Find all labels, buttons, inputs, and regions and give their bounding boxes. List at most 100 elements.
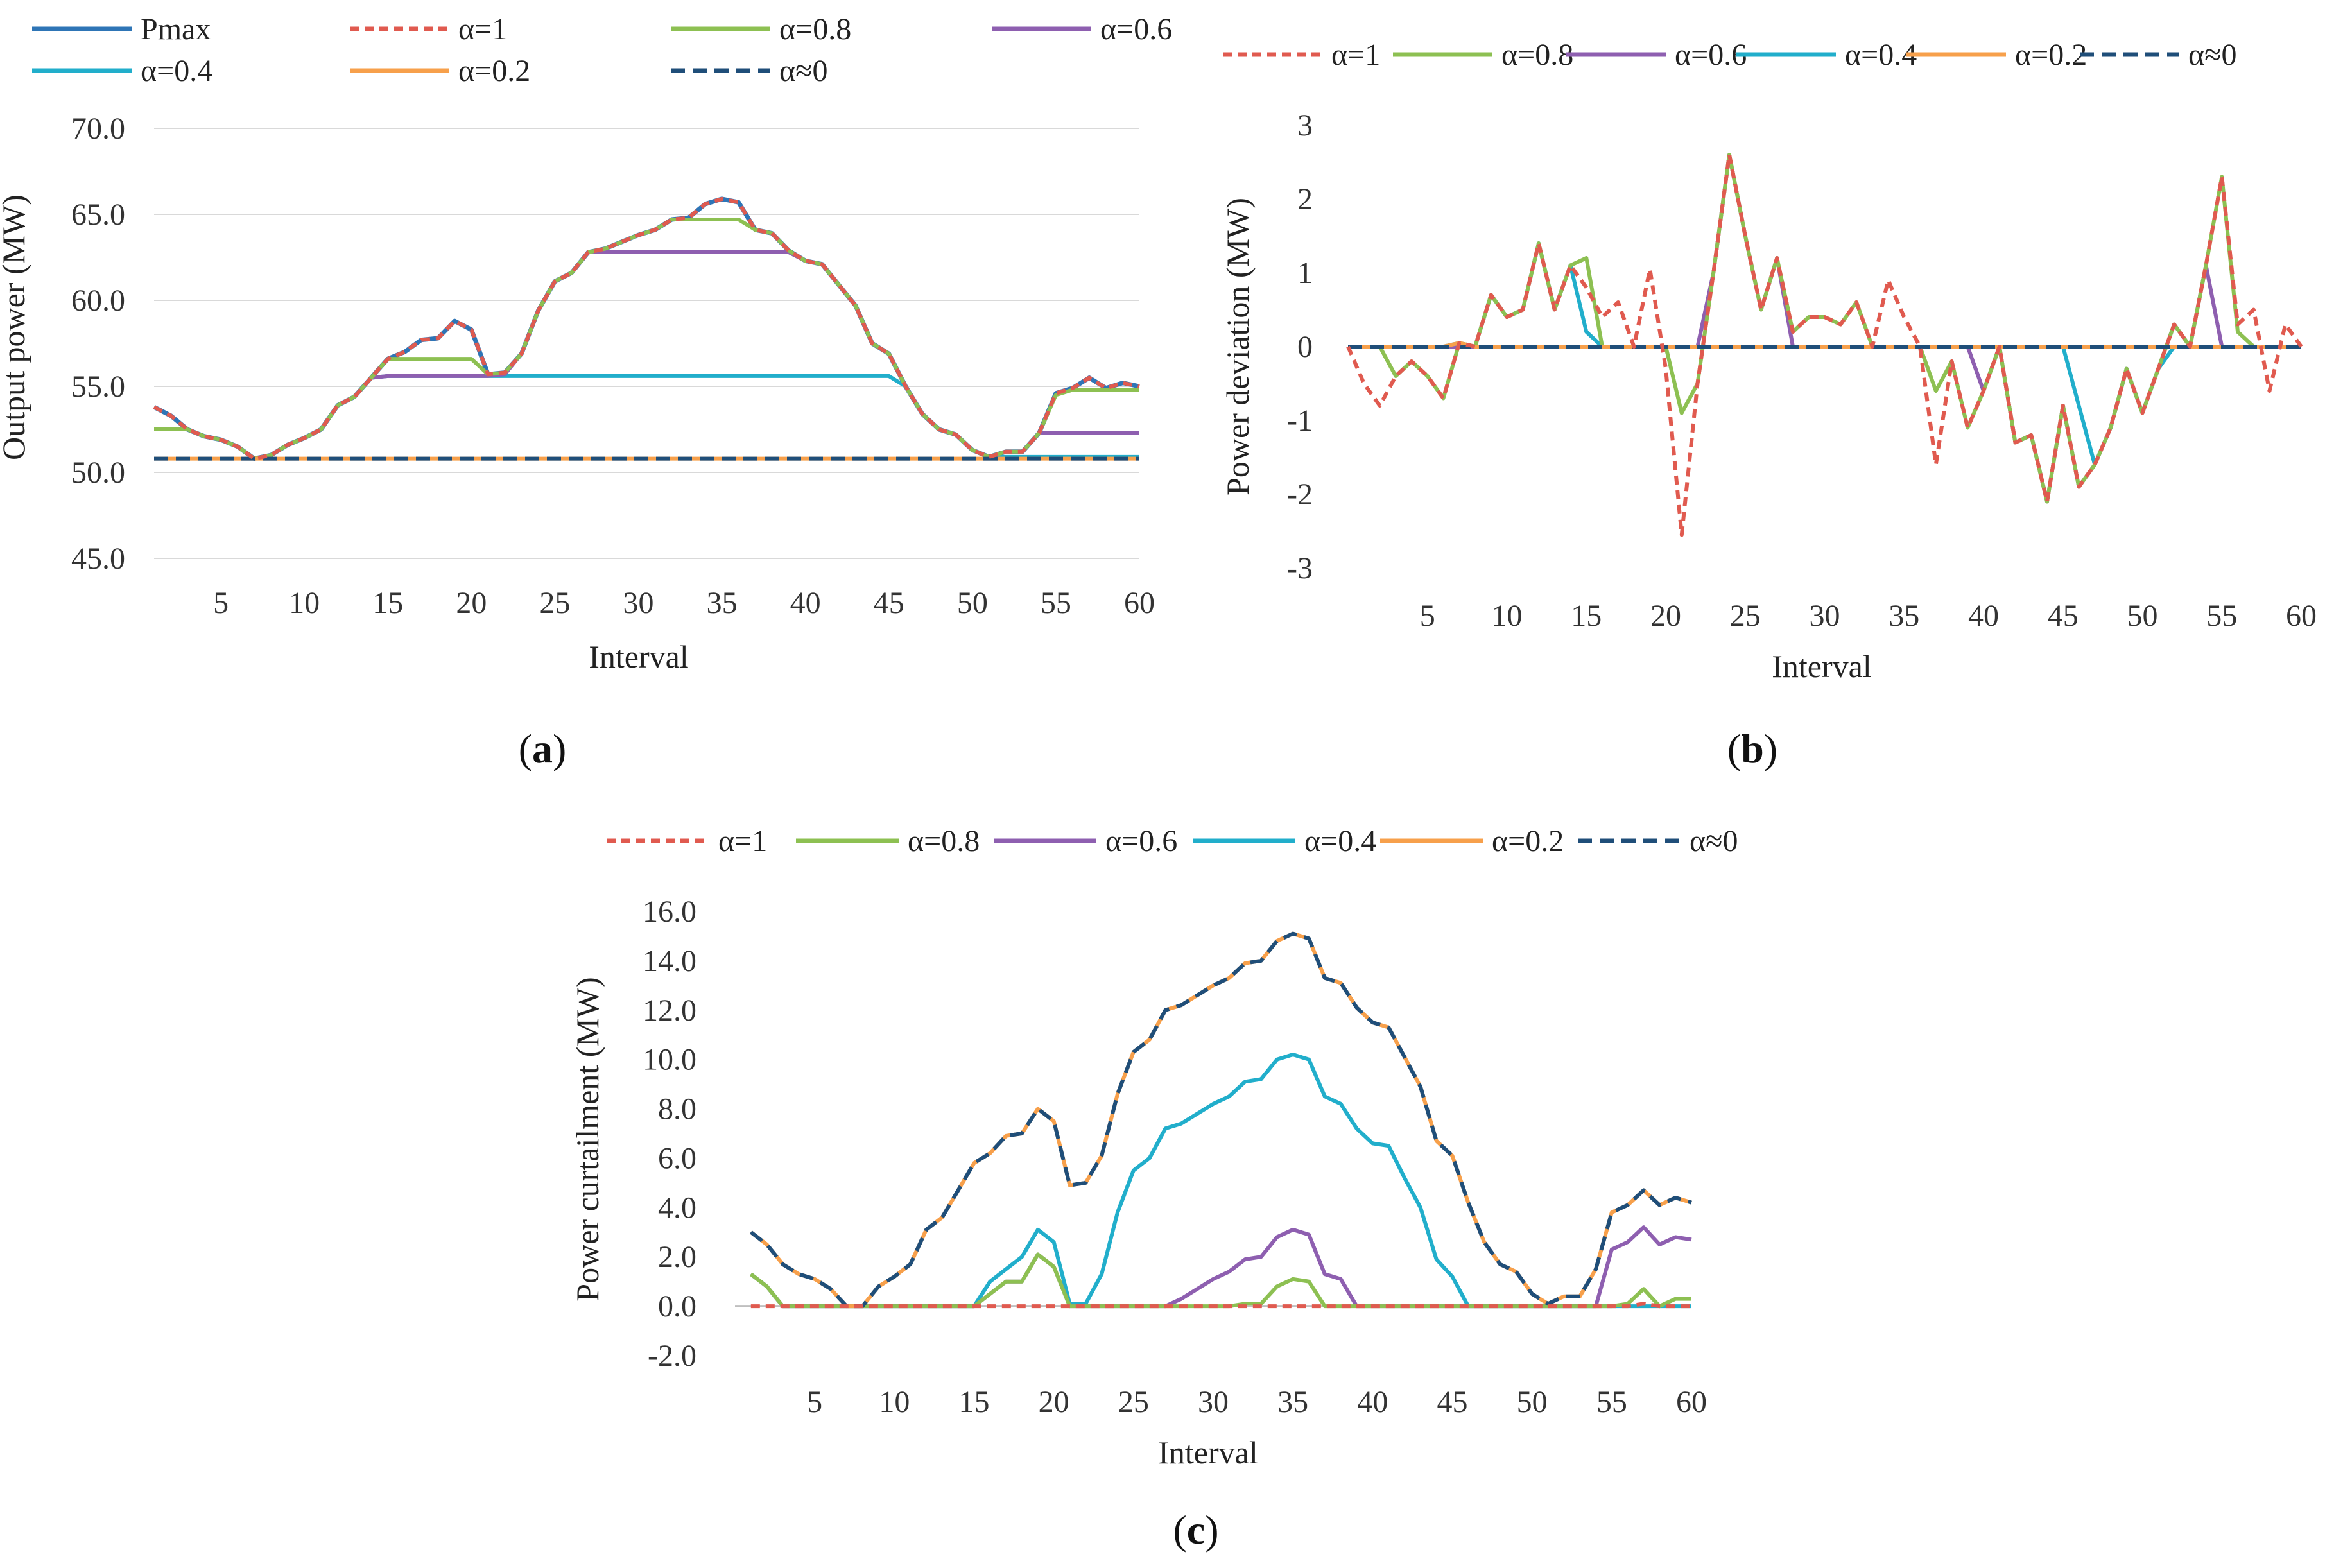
panel-b-y-axis-title: Power deviation (MW) <box>1220 198 1256 495</box>
y-tick-label: 12.0 <box>643 994 696 1028</box>
y-tick-label: 8.0 <box>658 1092 696 1126</box>
x-tick-label: 20 <box>1650 599 1681 633</box>
y-tick-label: 16.0 <box>643 895 696 929</box>
panel-c-x-tick-labels: 5 10 15 20 25 30 35 40 45 50 55 60 <box>807 1385 1707 1419</box>
legend-label-a02: α=0.2 <box>458 54 530 88</box>
x-tick-label: 35 <box>1889 599 1919 633</box>
legend-label-a06: α=0.6 <box>1100 12 1172 46</box>
y-tick-label: 1 <box>1297 256 1313 290</box>
x-tick-label: 55 <box>2206 599 2237 633</box>
x-tick-label: 50 <box>2127 599 2158 633</box>
x-tick-label: 10 <box>289 586 320 620</box>
y-tick-label: 0.0 <box>658 1289 696 1323</box>
panel-a-plot-area <box>153 196 1140 461</box>
series-line-a1 <box>1346 153 2303 537</box>
x-tick-label: 5 <box>213 586 229 620</box>
x-tick-label: 55 <box>1596 1385 1627 1419</box>
x-tick-label: 60 <box>2286 599 2317 633</box>
legend-label-a02: α=0.2 <box>2015 38 2087 72</box>
y-tick-label: 60.0 <box>71 284 125 318</box>
x-tick-label: 45 <box>874 586 904 620</box>
panel-b-plot-area <box>1346 153 2303 537</box>
y-tick-label: -2.0 <box>648 1339 696 1373</box>
y-tick-label: 10.0 <box>643 1043 696 1077</box>
y-tick-label: -3 <box>1287 551 1313 585</box>
legend-label-a1: α=1 <box>718 824 767 858</box>
panel-b-x-axis-title: Interval <box>1772 648 1871 684</box>
y-tick-label: 3 <box>1297 108 1313 142</box>
x-tick-label: 15 <box>959 1385 990 1419</box>
legend-label-a06: α=0.6 <box>1105 824 1177 858</box>
panel-c-y-tick-labels: -2.0 0.0 2.0 4.0 6.0 8.0 10.0 12.0 14.0 16.0 <box>643 895 696 1373</box>
panel-a-x-tick-labels: 5 10 15 20 25 30 35 40 45 50 55 60 <box>213 586 1155 620</box>
x-tick-label: 5 <box>1420 599 1435 633</box>
x-tick-label: 50 <box>1517 1385 1548 1419</box>
legend-label-a02: α=0.2 <box>1492 824 1564 858</box>
legend-label-a0: α≈0 <box>779 54 828 88</box>
series-line-a0 <box>749 931 1692 1309</box>
x-tick-label: 10 <box>1492 599 1523 633</box>
x-tick-label: 35 <box>1277 1385 1308 1419</box>
panel-c-power-curtailment: α=1 α=0.8 α=0.6 α=0.4 α=0.2 α≈0 5 10 15 20 25 30 35… <box>569 824 1738 1553</box>
x-tick-label: 60 <box>1676 1385 1707 1419</box>
x-tick-label: 30 <box>1810 599 1840 633</box>
legend-label-a0: α≈0 <box>1690 824 1738 858</box>
x-tick-label: 60 <box>1124 586 1155 620</box>
legend-label-a08: α=0.8 <box>908 824 980 858</box>
legend-label-a1: α=1 <box>458 12 507 46</box>
x-tick-label: 40 <box>1968 599 1999 633</box>
y-tick-label: 70.0 <box>71 112 125 146</box>
x-tick-label: 30 <box>1198 1385 1229 1419</box>
panel-b-power-deviation: α=1 α=0.8 α=0.6 α=0.4 α=0.2 α≈0 5 10 15 20 25 30 35… <box>1220 38 2317 771</box>
y-tick-label: 2.0 <box>658 1240 696 1274</box>
y-tick-label: -1 <box>1287 404 1313 438</box>
panel-a-x-axis-title: Interval <box>589 639 688 675</box>
panel-b-letter: b <box>1741 726 1764 771</box>
legend-label-pmax: Pmax <box>141 12 211 46</box>
x-tick-label: 40 <box>1357 1385 1388 1419</box>
x-tick-label: 25 <box>1730 599 1761 633</box>
y-tick-label: 4.0 <box>658 1191 696 1225</box>
x-tick-label: 25 <box>1118 1385 1149 1419</box>
x-tick-label: 20 <box>1039 1385 1069 1419</box>
panel-b-x-tick-labels: 5 10 15 20 25 30 35 40 45 50 55 60 <box>1420 599 2317 633</box>
panel-a-y-tick-labels: 45.0 50.0 55.0 60.0 65.0 70.0 <box>71 112 125 576</box>
legend-label-a06: α=0.6 <box>1675 38 1747 72</box>
y-tick-label: 6.0 <box>658 1141 696 1175</box>
x-tick-label: 15 <box>1571 599 1602 633</box>
y-tick-label: 50.0 <box>71 456 125 490</box>
x-tick-label: 35 <box>707 586 738 620</box>
panel-b-label: (b) <box>1727 726 1777 771</box>
x-tick-label: 5 <box>807 1385 822 1419</box>
x-tick-label: 55 <box>1041 586 1071 620</box>
x-tick-label: 25 <box>539 586 570 620</box>
x-tick-label: 45 <box>1437 1385 1468 1419</box>
x-tick-label: 15 <box>372 586 403 620</box>
panel-a-letter: a <box>532 726 553 771</box>
x-tick-label: 10 <box>879 1385 910 1419</box>
series-line-a1 <box>153 196 1140 461</box>
panel-c-plot-area <box>749 931 1692 1309</box>
series-line-a1 <box>750 1302 1691 1309</box>
y-tick-label: 0 <box>1297 330 1313 364</box>
x-tick-label: 30 <box>623 586 653 620</box>
panel-c-letter: c <box>1187 1507 1205 1553</box>
panel-b-legend: α=1 α=0.8 α=0.6 α=0.4 α=0.2 α≈0 <box>1223 38 2237 72</box>
y-tick-label: 45.0 <box>71 542 125 576</box>
panel-a-legend: Pmax α=1 α=0.8 α=0.6 α=0.4 α=0.2 α≈0 <box>32 12 1172 88</box>
panel-a-label: (a) <box>519 726 567 771</box>
legend-label-a0: α≈0 <box>2188 38 2237 72</box>
panel-c-legend: α=1 α=0.8 α=0.6 α=0.4 α=0.2 α≈0 <box>607 824 1738 858</box>
y-tick-label: 65.0 <box>71 198 125 232</box>
panel-c-y-axis-title: Power curtailment (MW) <box>569 977 605 1301</box>
legend-label-a04: α=0.4 <box>141 54 212 88</box>
panel-a-y-axis-title: Output power (MW) <box>0 194 31 460</box>
legend-label-a1: α=1 <box>1331 38 1380 72</box>
panel-a-gridlines <box>154 128 1139 559</box>
y-tick-label: -2 <box>1287 478 1313 512</box>
legend-label-a04: α=0.4 <box>1304 824 1376 858</box>
legend-label-a08: α=0.8 <box>1501 38 1573 72</box>
panel-c-label: (c) <box>1173 1507 1218 1553</box>
